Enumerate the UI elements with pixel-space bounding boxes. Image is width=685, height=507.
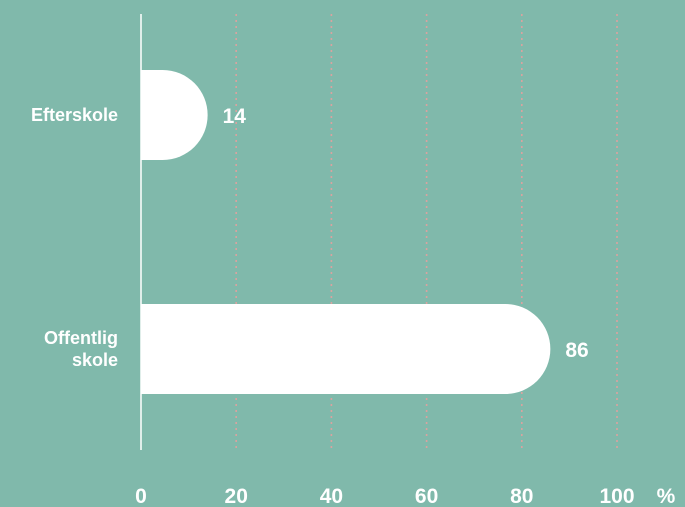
- x-tick-label: 20: [225, 485, 248, 507]
- x-tick-label: 40: [320, 485, 343, 507]
- value-label: 14: [223, 105, 247, 128]
- x-tick-label: 0: [135, 485, 147, 507]
- grid-lines: [235, 14, 618, 450]
- category-label: skole: [72, 350, 118, 370]
- x-tick-label: 80: [510, 485, 533, 507]
- x-tick-label: 60: [415, 485, 438, 507]
- value-label: 86: [565, 339, 588, 362]
- bar-offentlig-skole: [141, 304, 551, 394]
- bars: [141, 70, 551, 394]
- x-unit-label: %: [657, 485, 676, 507]
- x-tick-label: 100: [599, 485, 634, 507]
- bar-efterskole: [141, 70, 208, 160]
- category-label: Efterskole: [31, 105, 118, 125]
- category-label: Offentlig: [44, 328, 118, 348]
